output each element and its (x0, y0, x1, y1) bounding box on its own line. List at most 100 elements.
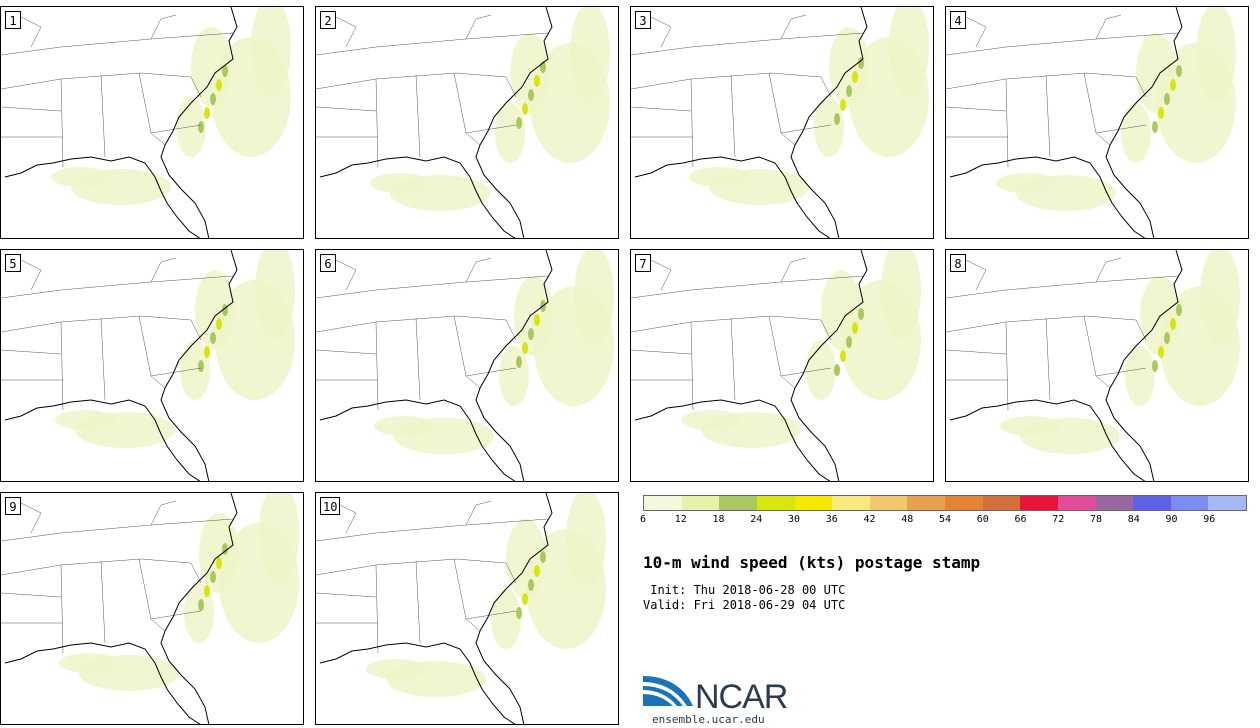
wind-speed-area (996, 173, 1056, 193)
wind-speed-core (1170, 79, 1176, 91)
state-border (453, 72, 481, 146)
state-border (316, 592, 377, 598)
state-border (335, 16, 357, 48)
colorbar-bin (794, 496, 833, 510)
wind-speed-area (681, 410, 741, 430)
wind-speed-core (528, 89, 534, 101)
valid-time: Valid: Fri 2018-06-29 04 UTC (643, 598, 846, 612)
state-border (335, 259, 357, 291)
colorbar-bin (869, 496, 908, 510)
wind-speed-core (222, 65, 228, 77)
member-panel-7: 7 (630, 249, 934, 482)
state-border (631, 72, 822, 90)
colorbar-bin (1020, 496, 1058, 510)
state-border (316, 106, 377, 112)
state-border (650, 259, 672, 291)
wind-speed-core (1176, 65, 1182, 77)
state-border (316, 275, 549, 299)
state-border (1083, 72, 1111, 146)
member-label: 1 (5, 11, 21, 29)
state-border (1, 72, 192, 90)
state-border (631, 349, 692, 355)
state-border (316, 518, 549, 542)
state-border (190, 319, 202, 341)
map-canvas (1, 250, 295, 481)
coastline (1105, 7, 1183, 238)
state-border (190, 76, 202, 98)
colorbar-tick-label: 24 (750, 514, 763, 525)
wind-speed-core (1158, 107, 1164, 119)
wind-speed-area (1125, 346, 1155, 406)
state-border (60, 564, 64, 654)
member-panel-10: 10 (315, 492, 619, 725)
wind-speed-area (889, 7, 929, 97)
wind-speed-core (1164, 332, 1170, 344)
state-border (20, 259, 42, 291)
state-border (1005, 78, 1009, 168)
wind-speed-core (522, 103, 528, 115)
plot-title: 10-m wind speed (kts) postage stamp (643, 553, 981, 572)
wind-speed-core (858, 308, 864, 320)
state-border (780, 14, 807, 40)
state-border (316, 72, 507, 90)
wind-speed-core (198, 599, 204, 611)
state-border (780, 124, 832, 134)
state-border (631, 32, 864, 56)
wind-speed-core (198, 360, 204, 372)
state-border (690, 78, 694, 168)
colorbar-tick-label: 60 (976, 514, 989, 525)
coastline (475, 250, 553, 481)
state-border (1095, 367, 1147, 377)
member-panel-5: 5 (0, 249, 304, 482)
wind-speed-core (852, 322, 858, 334)
wind-speed-core (840, 99, 846, 111)
colorbar-tick-label: 42 (863, 514, 876, 525)
coastline (475, 493, 553, 724)
member-label: 7 (635, 254, 651, 272)
colorbar-bin (832, 496, 870, 510)
colorbar-tick-label: 12 (674, 514, 687, 525)
state-border (1135, 76, 1147, 98)
map-canvas (316, 493, 606, 724)
state-border (820, 319, 832, 341)
colorbar-tick-label: 6 (639, 514, 647, 525)
wind-speed-core (528, 328, 534, 340)
state-border (465, 124, 517, 134)
wind-speed-core (216, 318, 222, 330)
state-border (150, 500, 177, 526)
colorbar-bin (907, 496, 945, 510)
logo-url: ensemble.ucar.edu (652, 713, 765, 726)
state-border (505, 76, 517, 98)
state-border (1045, 74, 1051, 158)
member-label: 9 (5, 497, 21, 515)
member-label: 3 (635, 11, 651, 29)
member-label: 4 (950, 11, 966, 29)
coastline (1105, 250, 1183, 481)
wind-speed-core (846, 85, 852, 97)
state-border (965, 16, 987, 48)
wind-speed-core (1176, 304, 1182, 316)
wind-speed-area (570, 7, 610, 103)
wind-speed-area (1200, 250, 1240, 346)
map-canvas (316, 7, 610, 238)
state-border (316, 315, 507, 333)
state-border (60, 321, 64, 411)
state-border (415, 317, 421, 401)
colorbar-bin (1095, 496, 1134, 510)
wind-speed-core (210, 571, 216, 583)
state-border (100, 74, 106, 158)
state-border (415, 74, 421, 158)
coastline (4, 399, 201, 481)
state-border (1135, 319, 1147, 341)
state-border (505, 562, 517, 584)
state-border (316, 558, 507, 576)
wind-speed-core (840, 350, 846, 362)
wind-speed-area (806, 340, 836, 400)
member-panel-1: 1 (0, 6, 304, 239)
state-border (138, 72, 166, 146)
member-panel-3: 3 (630, 6, 934, 239)
colorbar-tick-label: 36 (825, 514, 838, 525)
wind-speed-core (204, 107, 210, 119)
coastline (4, 156, 201, 238)
state-border (730, 74, 736, 158)
